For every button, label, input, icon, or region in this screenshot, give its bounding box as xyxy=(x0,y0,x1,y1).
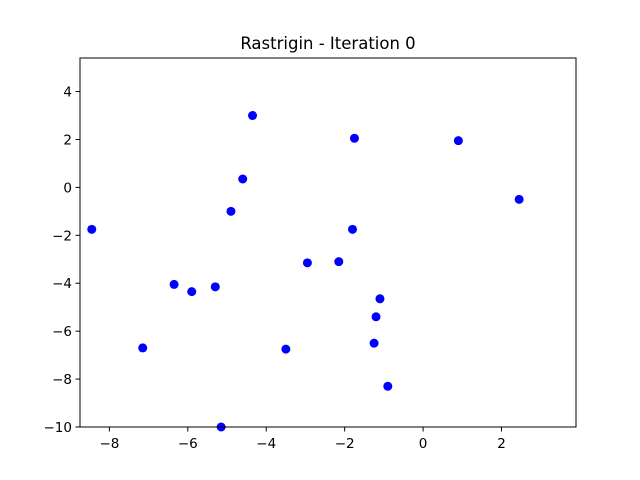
scatter-point xyxy=(348,224,358,234)
y-tick-label: −6 xyxy=(52,324,72,340)
x-tick-label: 2 xyxy=(497,436,506,452)
scatter-point xyxy=(187,287,197,297)
chart-title: Rastrigin - Iteration 0 xyxy=(240,34,415,53)
scatter-point xyxy=(281,344,291,354)
scatter-point xyxy=(302,258,312,268)
y-tick-label: −10 xyxy=(44,420,73,436)
scatter-point xyxy=(226,206,236,216)
scatter-point xyxy=(369,338,379,348)
scatter-point xyxy=(349,133,359,143)
x-tick-label: −6 xyxy=(178,436,198,452)
x-tick-label: −2 xyxy=(335,436,355,452)
x-tick-label: 0 xyxy=(419,436,428,452)
scatter-point xyxy=(375,294,385,304)
scatter-point xyxy=(169,279,179,289)
y-tick-label: 2 xyxy=(63,132,72,148)
ticks-layer: −8 −6 −4 −2 0 2 −10 −8 −6 −4 −2 0 2 4 xyxy=(44,85,506,452)
x-tick-label: −4 xyxy=(256,436,276,452)
y-tick-label: 4 xyxy=(63,85,72,101)
scatter-point xyxy=(138,343,148,353)
scatter-point xyxy=(383,381,393,391)
scatter-point xyxy=(210,282,220,292)
scatter-point xyxy=(453,136,463,146)
points-layer xyxy=(87,111,524,432)
x-tick-label: −8 xyxy=(99,436,119,452)
plot-area-frame xyxy=(79,57,577,428)
y-tick-label: −8 xyxy=(52,372,72,388)
y-tick-label: −2 xyxy=(52,228,72,244)
y-tick-label: −4 xyxy=(52,276,72,292)
scatter-point xyxy=(514,194,524,204)
scatter-point xyxy=(87,224,97,234)
scatter-point xyxy=(238,174,248,184)
y-tick-label: 0 xyxy=(63,180,72,196)
scatter-point xyxy=(248,111,258,121)
scatter-point xyxy=(334,257,344,267)
scatter-point xyxy=(371,312,381,322)
